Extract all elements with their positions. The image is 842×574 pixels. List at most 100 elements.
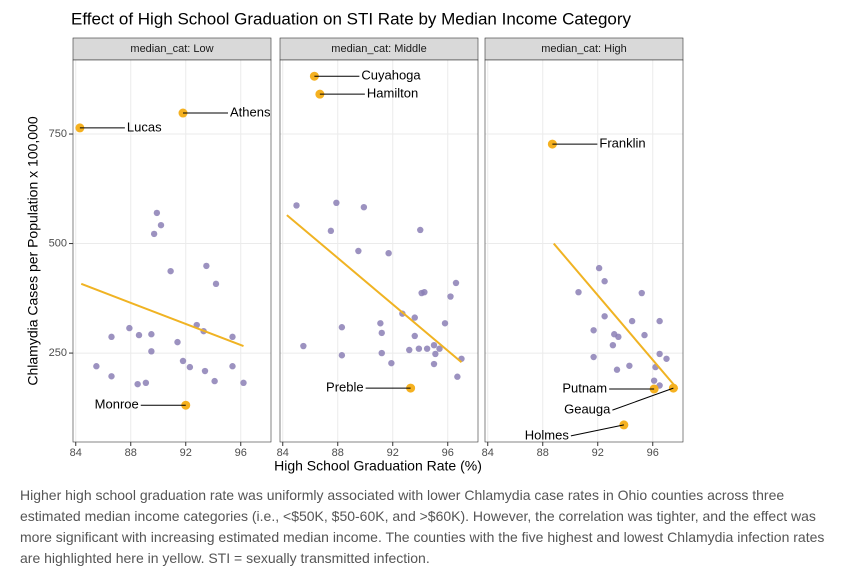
point xyxy=(595,264,603,272)
strip-label: median_cat: Low xyxy=(130,43,213,55)
point xyxy=(157,221,165,229)
x-tick-label: 96 xyxy=(442,447,454,459)
point xyxy=(430,341,438,349)
point-label: Putnam xyxy=(562,380,607,395)
point xyxy=(575,288,582,296)
point xyxy=(186,363,194,371)
y-tick-label: 250 xyxy=(49,347,67,359)
point xyxy=(378,349,385,357)
point xyxy=(613,366,621,373)
point xyxy=(638,289,645,297)
x-tick-label: 92 xyxy=(592,447,604,459)
point-label: Franklin xyxy=(599,136,645,151)
x-tick-label: 84 xyxy=(277,447,289,459)
point xyxy=(148,331,155,338)
panel xyxy=(280,60,478,442)
chart-title: Effect of High School Graduation on STI … xyxy=(71,9,632,28)
chart: Effect of High School Graduation on STI … xyxy=(25,9,684,474)
point xyxy=(153,209,161,217)
point xyxy=(240,379,247,387)
point xyxy=(663,355,670,362)
point xyxy=(436,345,443,352)
point xyxy=(447,293,454,300)
point-label: Hamilton xyxy=(367,86,418,101)
point xyxy=(108,373,115,380)
point xyxy=(179,357,187,365)
point xyxy=(430,360,438,368)
point xyxy=(590,327,597,334)
point xyxy=(411,314,418,321)
point xyxy=(338,352,346,359)
x-tick-label: 88 xyxy=(537,447,549,459)
point xyxy=(417,226,424,234)
point xyxy=(432,350,439,358)
point xyxy=(609,341,617,349)
point xyxy=(135,331,143,339)
point xyxy=(641,331,648,339)
point xyxy=(423,345,431,352)
point xyxy=(142,379,150,387)
point xyxy=(406,346,413,354)
x-tick-label: 96 xyxy=(647,447,659,459)
point xyxy=(656,350,663,358)
point xyxy=(360,203,368,211)
point xyxy=(150,230,158,238)
point xyxy=(601,278,608,285)
panel xyxy=(485,60,683,442)
x-tick-label: 88 xyxy=(125,447,137,459)
point xyxy=(590,353,597,361)
leader-line xyxy=(612,387,674,411)
point xyxy=(452,279,460,287)
point xyxy=(203,262,210,270)
point xyxy=(174,338,181,346)
point xyxy=(411,332,418,340)
x-tick-label: 92 xyxy=(180,447,192,459)
y-tick-label: 750 xyxy=(49,128,67,140)
leader-line xyxy=(570,424,624,437)
point xyxy=(388,359,395,367)
panel-border xyxy=(279,59,479,443)
point xyxy=(615,333,622,341)
point-label: Monroe xyxy=(95,397,139,412)
point xyxy=(211,377,218,385)
point xyxy=(656,317,663,325)
x-tick-label: 96 xyxy=(235,447,247,459)
point xyxy=(167,267,174,275)
point xyxy=(421,288,428,296)
strip-label: median_cat: Middle xyxy=(331,43,426,55)
caption: Higher high school graduation rate was u… xyxy=(20,487,825,566)
point xyxy=(601,313,608,320)
point xyxy=(626,362,633,369)
y-axis-label: Chlamydia Cases per Population x 100,000 xyxy=(25,116,41,385)
x-axis-label: High School Graduation Rate (%) xyxy=(274,458,482,474)
point xyxy=(385,249,392,257)
point xyxy=(300,342,307,350)
panel-border xyxy=(72,59,272,443)
point xyxy=(229,363,236,370)
point-label: Holmes xyxy=(525,427,570,442)
point xyxy=(93,363,100,370)
x-tick-label: 84 xyxy=(70,447,82,459)
panel xyxy=(73,60,271,442)
point xyxy=(441,320,449,327)
point xyxy=(327,227,335,235)
point xyxy=(415,345,423,352)
x-tick-label: 92 xyxy=(387,447,399,459)
point-label: Preble xyxy=(326,380,364,395)
panel-border xyxy=(484,59,684,443)
trend-line xyxy=(552,242,679,390)
point-label: Lucas xyxy=(127,119,162,134)
point xyxy=(293,202,300,209)
point xyxy=(650,377,658,384)
point xyxy=(229,333,236,341)
point xyxy=(126,324,133,332)
x-tick-label: 84 xyxy=(482,447,494,459)
trend-line xyxy=(286,214,463,364)
point xyxy=(134,380,141,388)
point xyxy=(377,320,384,327)
point xyxy=(201,367,209,375)
x-tick-label: 88 xyxy=(332,447,344,459)
point xyxy=(212,280,220,288)
strip-label: median_cat: High xyxy=(541,43,627,55)
